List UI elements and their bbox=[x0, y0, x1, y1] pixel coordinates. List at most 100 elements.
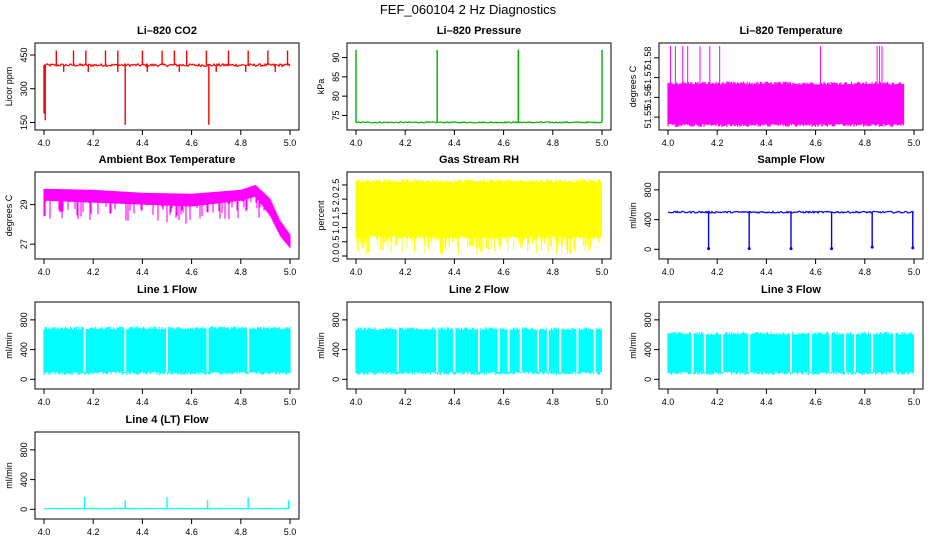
y-axis-label: percent bbox=[316, 200, 326, 231]
y-tick-label: 0 bbox=[643, 377, 653, 382]
x-tick-label: 4.0 bbox=[662, 267, 675, 277]
x-tick-label: 4.6 bbox=[497, 267, 510, 277]
x-tick-label: 4.0 bbox=[38, 138, 51, 148]
plot-frame bbox=[34, 431, 300, 520]
y-tick-label: 450 bbox=[19, 47, 29, 62]
data-line bbox=[355, 121, 603, 124]
x-tick-label: 4.4 bbox=[136, 527, 149, 537]
series-9 bbox=[667, 331, 914, 375]
y-tick-label: 0 bbox=[19, 507, 29, 512]
y-tick-label: 800 bbox=[19, 312, 29, 327]
x-tick-label: 4.4 bbox=[136, 138, 149, 148]
x-tick-label: 4.2 bbox=[87, 267, 100, 277]
series-7 bbox=[43, 326, 291, 375]
x-tick-label: 4.2 bbox=[399, 397, 412, 407]
x-tick-label: 4.6 bbox=[185, 267, 198, 277]
panel-10: Line 4 (LT) Flow 4.0 4.2 4.4 4.6 4.8 5.0 0 400 80… bbox=[4, 414, 300, 537]
y-tick-label: 0.0 bbox=[331, 250, 341, 263]
series-4 bbox=[43, 185, 291, 249]
y-axis-label: kPa bbox=[316, 79, 326, 95]
x-tick-label: 4.0 bbox=[38, 267, 51, 277]
y-tick-label: 27 bbox=[19, 239, 29, 249]
x-tick-label: 4.0 bbox=[350, 138, 363, 148]
panel-4: Ambient Box Temperature 4.0 4.2 4.4 4.6 4.8 5.… bbox=[4, 154, 300, 277]
y-axis-label: degrees C bbox=[4, 194, 14, 236]
x-tick-label: 5.0 bbox=[908, 397, 921, 407]
y-axis-label: ml/min bbox=[316, 332, 326, 359]
y-axis-label: ml/min bbox=[4, 332, 14, 359]
y-axis-label: Licor ppm bbox=[4, 67, 14, 107]
panel-title: Line 3 Flow bbox=[761, 284, 821, 296]
y-axis-label: ml/min bbox=[628, 202, 638, 229]
panel-title: Li–820 CO2 bbox=[137, 25, 197, 37]
panel-title: Li–820 Pressure bbox=[437, 25, 521, 37]
x-tick-label: 4.0 bbox=[38, 397, 51, 407]
series-3 bbox=[667, 46, 905, 128]
x-tick-label: 4.2 bbox=[711, 267, 724, 277]
x-tick-label: 4.6 bbox=[185, 527, 198, 537]
y-tick-label: 800 bbox=[643, 312, 653, 327]
data-point bbox=[747, 247, 751, 251]
data-line bbox=[667, 210, 915, 215]
x-tick-label: 5.0 bbox=[596, 267, 609, 277]
x-tick-label: 4.8 bbox=[859, 397, 872, 407]
x-tick-label: 4.2 bbox=[87, 527, 100, 537]
series-6 bbox=[667, 210, 915, 251]
plot-frame bbox=[34, 301, 300, 390]
data-point bbox=[870, 245, 874, 249]
y-tick-label: 0 bbox=[331, 377, 341, 382]
y-tick-label: 800 bbox=[643, 182, 653, 197]
y-tick-label: 800 bbox=[19, 442, 29, 457]
data-point bbox=[707, 247, 711, 251]
x-tick-label: 5.0 bbox=[284, 138, 297, 148]
panel-title: Line 4 (LT) Flow bbox=[126, 414, 209, 426]
x-tick-label: 4.6 bbox=[809, 267, 822, 277]
x-tick-label: 4.4 bbox=[136, 267, 149, 277]
x-tick-label: 4.8 bbox=[547, 267, 560, 277]
plot-frame bbox=[34, 42, 300, 131]
x-tick-label: 4.2 bbox=[399, 138, 412, 148]
x-tick-label: 4.4 bbox=[760, 138, 773, 148]
x-tick-label: 4.4 bbox=[448, 397, 461, 407]
x-tick-label: 4.0 bbox=[662, 397, 675, 407]
x-tick-label: 4.6 bbox=[185, 138, 198, 148]
y-tick-label: 2.5 bbox=[331, 179, 341, 192]
panel-5: Gas Stream RH 4.0 4.2 4.4 4.6 4.8 5.0 0.00.5 1.0… bbox=[316, 154, 612, 277]
y-tick-label: 0.5 bbox=[331, 236, 341, 249]
panel-8: Line 2 Flow 4.0 4.2 4.4 4.6 4.8 5.0 0 400 800 ml/m… bbox=[316, 284, 612, 407]
plot-frame bbox=[346, 301, 612, 390]
y-tick-label: 400 bbox=[643, 212, 653, 227]
panel-6: Sample Flow 4.0 4.2 4.4 4.6 4.8 5.0 0 400 800 ml/m… bbox=[628, 154, 924, 277]
y-tick-label: 150 bbox=[19, 115, 29, 130]
y-tick-label: 400 bbox=[19, 472, 29, 487]
x-tick-label: 4.0 bbox=[662, 138, 675, 148]
x-tick-label: 4.6 bbox=[497, 397, 510, 407]
x-tick-label: 4.6 bbox=[497, 138, 510, 148]
y-tick-label: 800 bbox=[331, 312, 341, 327]
x-tick-label: 4.6 bbox=[809, 397, 822, 407]
x-tick-label: 4.8 bbox=[235, 138, 248, 148]
series-2 bbox=[355, 49, 603, 124]
y-tick-label: 0 bbox=[643, 247, 653, 252]
x-tick-label: 4.8 bbox=[859, 267, 872, 277]
y-tick-label: 1.0 bbox=[331, 221, 341, 234]
y-tick-label: 51.58 bbox=[643, 47, 653, 70]
x-tick-label: 4.8 bbox=[235, 267, 248, 277]
x-tick-label: 4.2 bbox=[711, 397, 724, 407]
x-tick-label: 4.8 bbox=[547, 138, 560, 148]
x-tick-label: 4.2 bbox=[711, 138, 724, 148]
plot-frame bbox=[658, 42, 924, 131]
x-tick-label: 4.6 bbox=[185, 397, 198, 407]
y-tick-label: 400 bbox=[643, 342, 653, 357]
x-tick-label: 5.0 bbox=[284, 527, 297, 537]
y-tick-label: 400 bbox=[19, 342, 29, 357]
y-tick-label: 90 bbox=[331, 53, 341, 63]
x-tick-label: 4.0 bbox=[350, 267, 363, 277]
y-tick-label: 1.5 bbox=[331, 207, 341, 220]
panel-title: Line 1 Flow bbox=[137, 284, 197, 296]
x-tick-label: 4.8 bbox=[235, 527, 248, 537]
data-point bbox=[911, 246, 915, 250]
x-tick-label: 5.0 bbox=[908, 267, 921, 277]
plot-frame bbox=[34, 171, 300, 260]
panel-2: Li–820 Pressure 4.0 4.2 4.4 4.6 4.8 5.0 75 80 85 9… bbox=[316, 25, 612, 148]
